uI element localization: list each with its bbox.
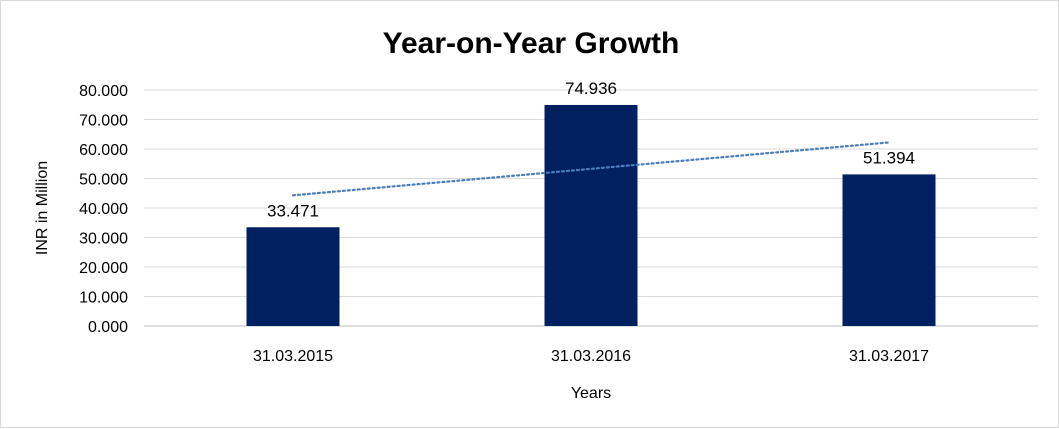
bars: [246, 104, 936, 326]
bar: [544, 104, 638, 326]
y-tick-label: 0.000: [88, 319, 128, 336]
bar: [246, 227, 340, 326]
x-axis-title: Years: [571, 385, 611, 402]
y-axis-title: INR in Million: [34, 161, 51, 255]
data-label: 33.471: [267, 201, 319, 220]
data-label: 74.936: [565, 79, 617, 98]
data-label: 51.394: [863, 148, 915, 167]
trendline: [291, 141, 891, 197]
data-labels: 33.471 74.936 51.394: [267, 79, 915, 220]
y-tick-label: 10.000: [79, 290, 128, 307]
x-tick-label: 31.03.2016: [551, 348, 631, 365]
bar: [842, 174, 936, 326]
y-tick-label: 70.000: [79, 113, 128, 130]
y-tick-label: 20.000: [79, 260, 128, 277]
y-tick-label: 80.000: [79, 83, 128, 100]
y-tick-label: 50.000: [79, 172, 128, 189]
x-tick-label: 31.03.2017: [849, 348, 929, 365]
chart-title: Year-on-Year Growth: [383, 27, 680, 60]
y-tick-label: 30.000: [79, 231, 128, 248]
x-tick-label: 31.03.2015: [253, 348, 333, 365]
y-axis-ticks: 0.000 10.000 20.000 30.000 40.000 50.000 60.00…: [79, 83, 128, 336]
trendline-line: [291, 141, 891, 197]
y-tick-label: 60.000: [79, 142, 128, 159]
y-tick-label: 40.000: [79, 201, 128, 218]
x-axis-ticks: 31.03.2015 31.03.2016 31.03.2017: [253, 348, 929, 365]
